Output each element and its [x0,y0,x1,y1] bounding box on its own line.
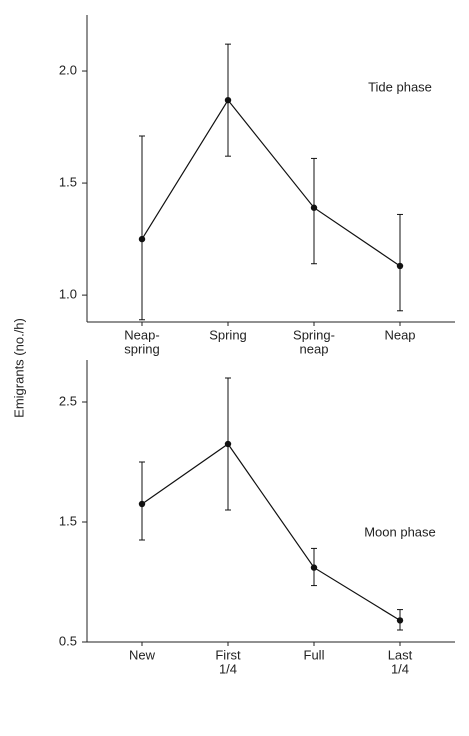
y-tick-label: 2.5 [59,393,77,408]
x-tick-label: 1/4 [219,661,237,676]
y-tick-label: 1.5 [59,175,77,190]
x-tick-label: First [215,647,241,662]
point [224,440,232,448]
x-tick-label: Full [304,647,325,662]
x-tick-label: Spring [209,327,247,342]
y-tick-label: 2.0 [59,62,77,77]
annotation: Tide phase [368,79,432,94]
y-tick-label: 0.5 [59,633,77,648]
point [396,262,404,270]
point [138,500,146,508]
line [141,99,401,267]
y-tick-label: 1.5 [59,513,77,528]
line [141,443,401,621]
y-tick-label: 1.0 [59,287,77,302]
x-tick-label: Neap [384,327,415,342]
annotation: Moon phase [364,524,436,539]
x-tick-label: Neap- [124,327,159,342]
point [396,617,404,624]
point [310,204,318,211]
point [310,564,318,571]
x-tick-label: Last [388,647,413,662]
x-tick-label: spring [124,341,159,356]
y-axis-label: Emigrants (no./h) [11,318,26,418]
x-tick-label: 1/4 [391,661,409,676]
x-tick-label: New [129,647,156,662]
x-tick-label: neap [300,341,329,356]
point [138,235,146,243]
x-tick-label: Spring- [293,327,335,342]
point [224,96,232,104]
